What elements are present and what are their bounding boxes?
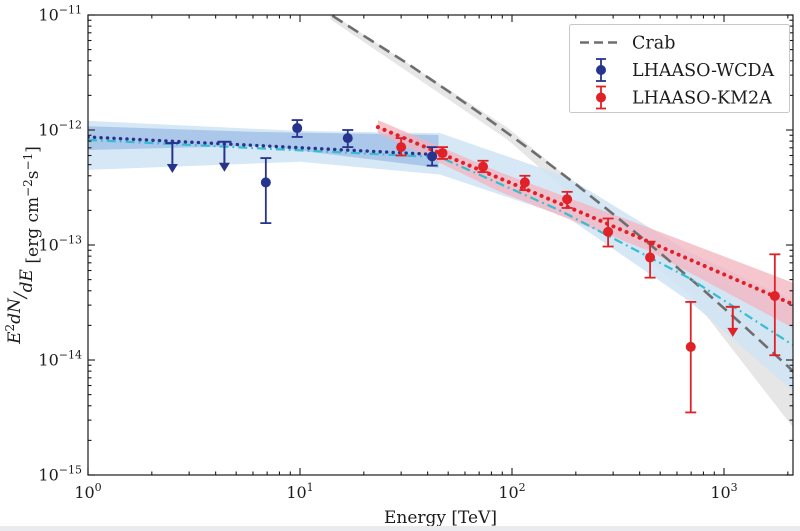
upper-limit-arrow [166,164,178,174]
x-tick-label: 102 [498,481,525,502]
data-point [685,341,696,352]
upper-limit-arrow [218,162,230,172]
data-point [769,291,780,302]
data-point [427,151,438,162]
axis-ticks [87,14,793,476]
legend-box [569,24,790,113]
legend-point-icon [596,92,606,103]
wcda-points [165,119,438,225]
legend-point-icon [596,65,606,75]
legend-label: LHAASO-WCDA [632,61,774,81]
data-point [342,133,353,144]
upper-limit-arrow [727,327,739,337]
legend-label: LHAASO-KM2A [632,89,772,109]
data-point [562,194,573,205]
y-tick-label: 10−12 [38,119,82,140]
y-tick-label: 10−13 [38,234,82,255]
x-tick-label: 103 [710,481,737,502]
x-tick-label: 101 [286,481,313,502]
y-tick-label: 10−14 [38,349,82,370]
data-point [396,142,407,153]
y-tick-label: 10−15 [38,464,82,485]
legend-label: Crab [632,34,675,54]
km2a-fit-dotted-line [375,125,793,307]
data-point [260,177,271,188]
y-tick-label: 10−11 [38,4,82,25]
legend: Crab LHAASO-WCDA LHAASO-KM2A [569,24,790,113]
data-point [292,123,303,134]
km2a-points [395,137,781,414]
window-edge [0,526,800,531]
wcda-fit-dotted-line [88,135,441,157]
legend-entry: LHAASO-WCDA [596,58,774,82]
plot-area [88,15,793,428]
data-point [437,148,448,159]
data-point [519,177,530,188]
crab-line [328,15,793,374]
x-axis-label: Energy [TeV] [384,508,497,528]
legend-entry: Crab [580,34,675,54]
model-dashdot-line [88,138,793,346]
data-point [645,252,656,263]
legend-entry: LHAASO-KM2A [596,85,772,110]
y-axis-label: E2dN/dE [erg cm−2s−1] [3,146,43,345]
data-point [603,226,614,237]
x-tick-label: 100 [74,481,101,502]
data-point [478,161,489,172]
